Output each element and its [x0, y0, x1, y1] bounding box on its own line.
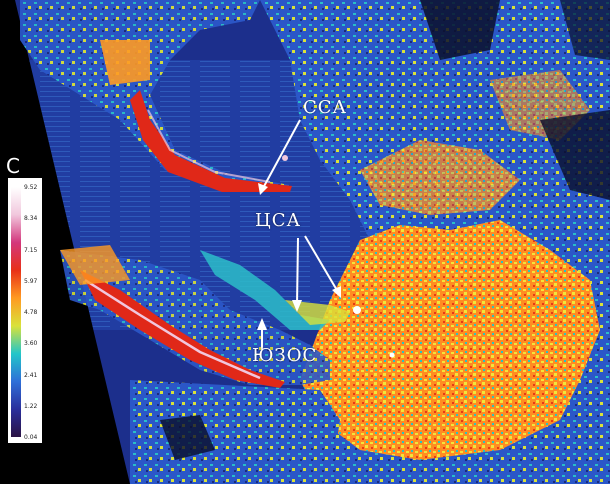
- legend-tick-label: 8.34: [24, 215, 38, 223]
- label-yuzos: ЮЗОС: [252, 345, 318, 366]
- legend-tick-label: 4.78: [24, 309, 38, 316]
- legend-title: С: [6, 154, 20, 178]
- legend-tick-label: 0.04: [24, 434, 38, 441]
- legend-tick-label: 1.22: [24, 402, 38, 410]
- legend-tick-label: 3.60: [24, 340, 38, 348]
- legend-tick-label: 7.15: [24, 246, 38, 254]
- legend-tick-label: 5.97: [24, 277, 38, 285]
- legend-tick-label: 9.52: [24, 184, 38, 191]
- legend-tick-label: 2.41: [24, 371, 38, 379]
- label-csa: ЦСА: [255, 210, 302, 231]
- label-cca: ССА: [303, 97, 348, 118]
- legend-gradient-bar: [11, 187, 21, 437]
- color-legend: 9.52 8.34 7.15 5.97 4.78 3.60 2.41 1.22 0.04: [8, 178, 42, 443]
